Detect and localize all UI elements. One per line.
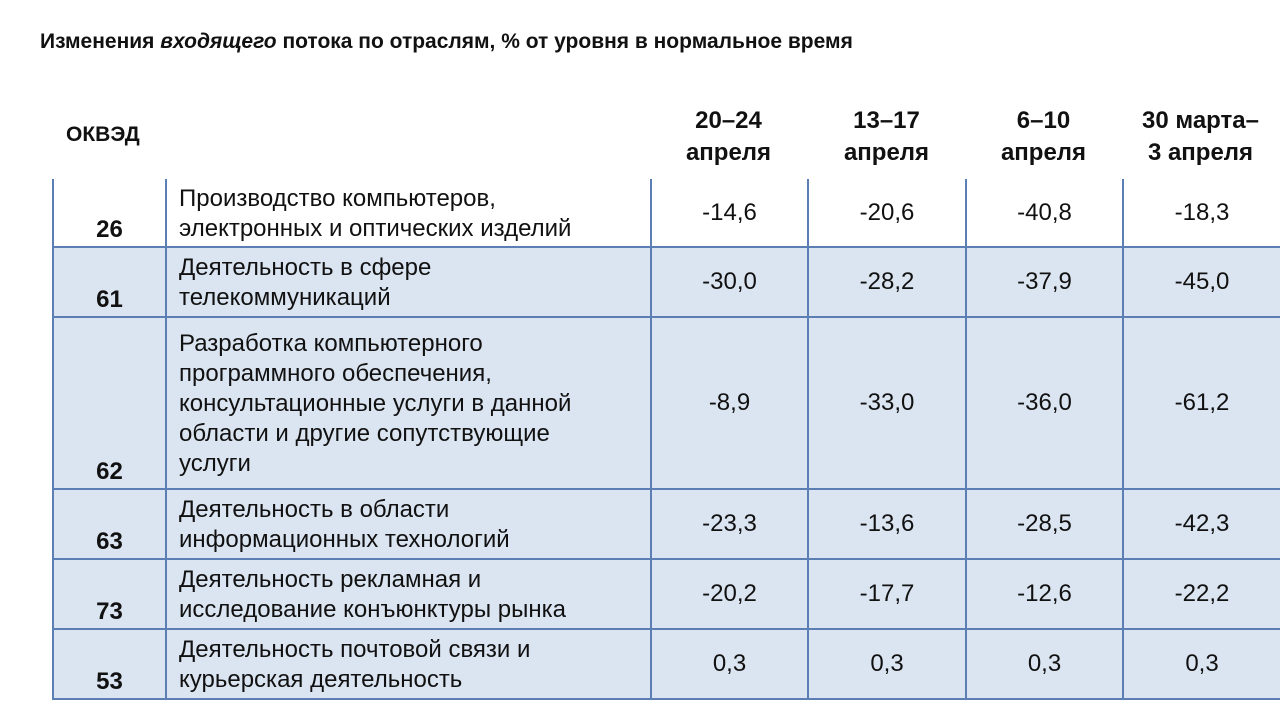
column-header-3-line2: апреля	[1000, 139, 1087, 166]
table-row: 53 Деятельность почтовой связи и курьерска…	[52, 628, 1280, 700]
industry-description: Деятельность в области информационных тех…	[165, 488, 652, 560]
title-part-2: потока по отраслям, % от уровня в нормал…	[276, 30, 853, 53]
column-header-1: 20–24 апреля	[650, 105, 807, 169]
value-cell: -18,3	[1122, 179, 1280, 248]
description-line: Производство компьютеров,	[179, 184, 496, 212]
code-column-header: ОКВЭД	[66, 123, 140, 146]
value-cell: -22,2	[1122, 558, 1280, 630]
okved-code: 63	[52, 488, 167, 560]
value-cell: -12,6	[965, 558, 1124, 630]
table-row: 62 Разработка компьютерного программного о…	[52, 316, 1280, 490]
value-cell: 0,3	[807, 628, 967, 700]
table-row: 61 Деятельность в сфере телекоммуникаций -3…	[52, 246, 1280, 318]
description-line: курьерская деятельность	[179, 666, 463, 693]
okved-code: 61	[52, 246, 167, 318]
description-line: услуги	[179, 450, 251, 477]
table-row: 63 Деятельность в области информационных т…	[52, 488, 1280, 560]
description-line: Деятельность почтовой связи и	[179, 636, 531, 663]
column-header-1-line2: апреля	[685, 139, 772, 166]
description-line: области и другие сопутствующие	[179, 420, 550, 447]
value-cell: -61,2	[1122, 316, 1280, 490]
column-header-4-line1: 30 марта–	[1142, 107, 1259, 134]
value-cell: -42,3	[1122, 488, 1280, 560]
value-cell: 0,3	[650, 628, 809, 700]
okved-code: 26	[52, 179, 167, 248]
description-line: информационных технологий	[179, 526, 510, 553]
value-cell: -20,2	[650, 558, 809, 630]
description-line: телекоммуникаций	[179, 284, 391, 311]
description-line: Деятельность рекламная и	[179, 566, 482, 593]
description-line: Разработка компьютерного	[179, 330, 483, 357]
table-row: 73 Деятельность рекламная и исследование к…	[52, 558, 1280, 630]
description-line: Деятельность в сфере	[179, 254, 432, 281]
okved-code: 62	[52, 316, 167, 490]
column-header-2-line1: 13–17	[853, 107, 920, 134]
okved-code: 73	[52, 558, 167, 630]
value-cell: -45,0	[1122, 246, 1280, 318]
description-line: электронных и оптических изделий	[179, 214, 572, 242]
column-header-2: 13–17 апреля	[808, 105, 965, 169]
industry-description: Деятельность почтовой связи и курьерская …	[165, 628, 652, 700]
value-cell: -17,7	[807, 558, 967, 630]
value-cell: -30,0	[650, 246, 809, 318]
value-cell: -37,9	[965, 246, 1124, 318]
column-header-2-line2: апреля	[843, 139, 930, 166]
title-emphasis: входящего	[160, 30, 277, 53]
industry-table: 26 Производство компьютеров, электронных и…	[52, 179, 1280, 700]
industry-description: Производство компьютеров, электронных и о…	[165, 179, 652, 248]
okved-code: 53	[52, 628, 167, 700]
value-cell: -36,0	[965, 316, 1124, 490]
value-cell: -33,0	[807, 316, 967, 490]
value-cell: -40,8	[965, 179, 1124, 248]
value-cell: -28,5	[965, 488, 1124, 560]
description-line: консультационные услуги в данной	[179, 390, 572, 417]
column-header-4: 30 марта– 3 апреля	[1122, 105, 1279, 169]
value-cell: -20,6	[807, 179, 967, 248]
industry-description: Деятельность рекламная и исследование кон…	[165, 558, 652, 630]
description-line: программного обеспечения,	[179, 360, 492, 387]
value-cell: -23,3	[650, 488, 809, 560]
value-cell: 0,3	[965, 628, 1124, 700]
industry-description: Деятельность в сфере телекоммуникаций	[165, 246, 652, 318]
value-cell: -13,6	[807, 488, 967, 560]
value-cell: 0,3	[1122, 628, 1280, 700]
column-header-1-line1: 20–24	[695, 107, 762, 134]
column-header-3: 6–10 апреля	[965, 105, 1122, 169]
table-row: 26 Производство компьютеров, электронных и…	[52, 179, 1280, 248]
description-line: исследование конъюнктуры рынка	[179, 596, 566, 623]
chart-title: Изменения входящего потока по отраслям, …	[40, 30, 853, 54]
value-cell: -14,6	[650, 179, 809, 248]
column-header-4-line2: 3 апреля	[1147, 139, 1254, 166]
title-part-1: Изменения	[40, 30, 161, 53]
column-header-3-line1: 6–10	[1016, 107, 1071, 134]
table-body: 26 Производство компьютеров, электронных и…	[52, 179, 1280, 700]
description-line: Деятельность в области	[179, 496, 450, 523]
value-cell: -8,9	[650, 316, 809, 490]
value-cell: -28,2	[807, 246, 967, 318]
industry-description: Разработка компьютерного программного обе…	[165, 316, 652, 490]
